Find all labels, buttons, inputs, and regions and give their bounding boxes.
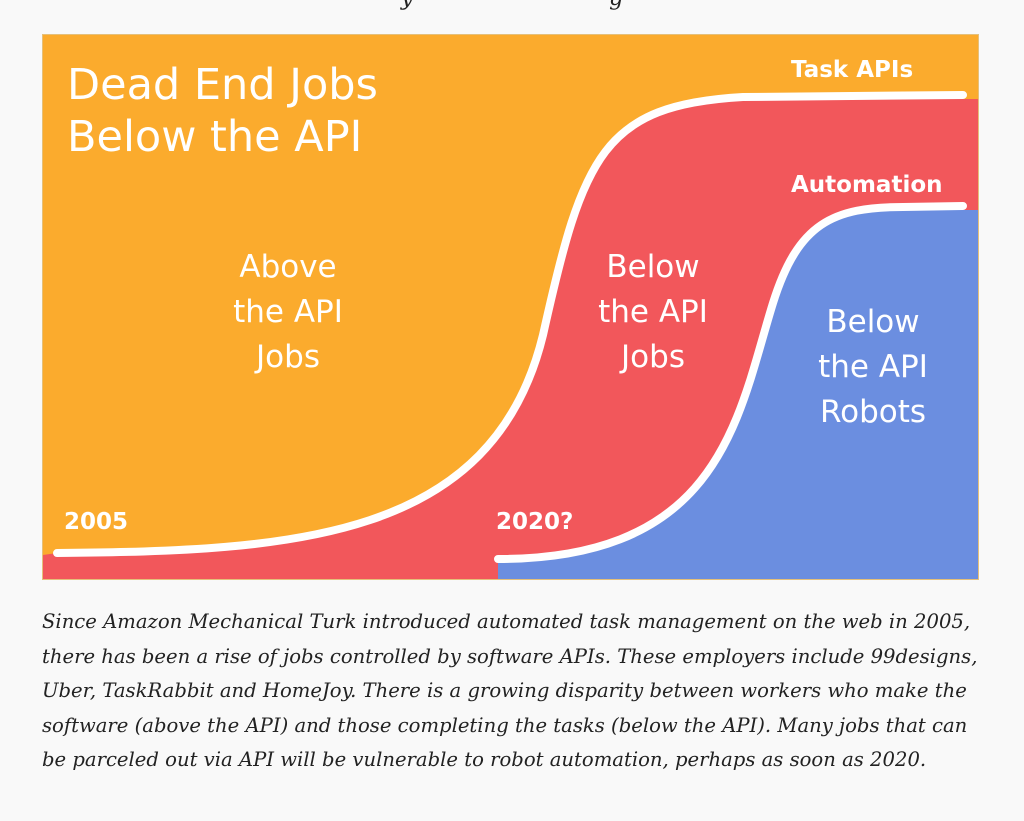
region-label-line: Below <box>606 249 700 285</box>
task-apis-label: Task APIs <box>791 57 914 83</box>
automation-label: Automation <box>791 172 943 198</box>
region-label-line: Jobs <box>621 339 685 375</box>
region-label-below-api-jobs: Below the API Jobs <box>568 245 738 380</box>
region-label-below-api-robots: Below the API Robots <box>788 300 958 435</box>
region-label-above-api-jobs: Above the API Jobs <box>203 245 373 380</box>
region-label-line: the API <box>598 294 708 330</box>
region-label-line: the API <box>233 294 343 330</box>
below-api-robots-area <box>498 210 978 579</box>
diagram-title-line: Below the API <box>67 112 363 162</box>
previous-caption-fragment: y g <box>0 0 1024 11</box>
region-label-line: Below <box>826 304 920 340</box>
region-label-line: Above <box>239 249 337 285</box>
year-label-future: 2020? <box>496 509 574 535</box>
diagram-title: Dead End Jobs Below the API <box>67 59 487 163</box>
region-label-line: Jobs <box>256 339 320 375</box>
year-label-start: 2005 <box>64 509 129 535</box>
diagram-title-line: Dead End Jobs <box>67 60 378 110</box>
region-label-line: the API <box>818 349 928 385</box>
region-label-line: Robots <box>819 394 927 430</box>
diagram-figure: Dead End Jobs Below the API Above the AP… <box>42 34 979 580</box>
diagram-graphic <box>43 35 978 579</box>
task-apis-curve <box>53 91 967 557</box>
automation-curve <box>494 202 967 563</box>
figure-caption: Since Amazon Mechanical Turk introduced … <box>42 610 978 771</box>
